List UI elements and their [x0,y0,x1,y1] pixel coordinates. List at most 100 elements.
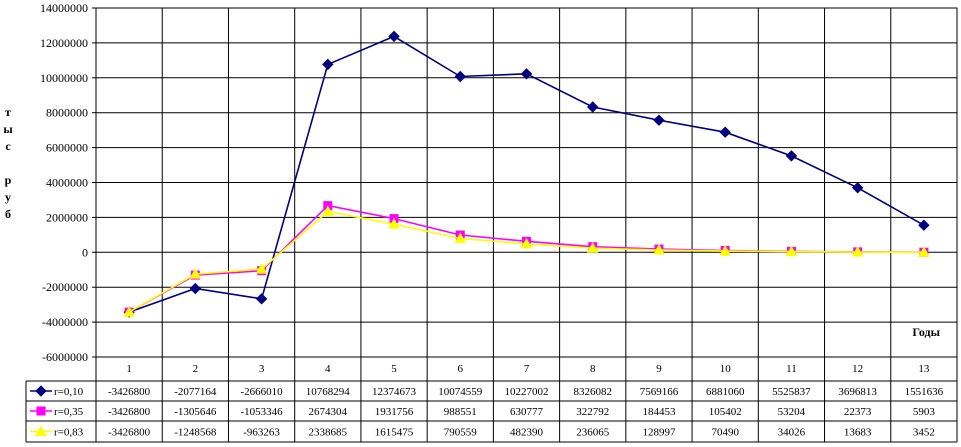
table-cell: 53204 [778,406,806,418]
y-axis-title-letter: р [5,173,12,187]
table-cell: 10227002 [505,386,549,398]
y-axis-title-letter: ы [3,122,13,136]
x-tick-label: 4 [325,363,331,375]
marker-triangle [123,306,135,317]
marker-diamond [918,219,930,231]
y-axis-title-letter: б [5,207,11,221]
table-cell: 6881060 [706,386,745,398]
x-tick-label: 5 [391,363,397,375]
table-cell: 2674304 [309,406,348,418]
marker-triangle [454,232,467,244]
table-cell: -1248568 [174,427,217,439]
marker-diamond [388,30,400,43]
table-cell: 790559 [444,427,478,439]
marker-diamond [255,293,268,305]
x-tick-label: 10 [720,363,732,375]
y-tick-label: 0 [82,245,88,259]
marker-diamond [785,150,798,162]
legend-label: r=0,83 [54,427,84,439]
table-cell: 1931756 [375,406,414,418]
table-cell: 2338685 [309,427,348,439]
table-cell: 10074559 [438,386,483,398]
table-cell: 5903 [913,406,936,418]
y-axis-title: тыс руб [3,105,13,221]
marker-triangle [520,237,533,249]
marker-diamond [719,126,731,138]
marker-square [36,406,46,416]
marker-diamond [189,282,202,295]
data-table: 1 2 3 4 5 6 7 8 9 10 11 12 13r=0,10 -3426800 -2077164-… [25,356,957,443]
series-lines [123,30,930,318]
marker-diamond [454,70,466,83]
marker-triangle [851,246,864,257]
y-tick-label: 14000000 [40,1,88,15]
table-cell: -3426800 [108,406,151,418]
table-cell: 630777 [510,406,544,418]
marker-diamond [520,68,533,80]
table-cell: 8326082 [573,386,612,398]
y-tick-label: 4000000 [46,176,88,190]
table-cell: -2666010 [240,386,283,398]
y-axis-title-letter: с [5,139,11,153]
table-cell: 1615475 [375,427,414,439]
table-cell: 988551 [444,406,477,418]
marker-triangle [321,205,334,216]
table-cell: 10768294 [306,386,351,398]
table-cell: 105402 [709,406,742,418]
x-tick-label: 3 [259,363,265,375]
marker-diamond [851,182,864,194]
table-cell: 322792 [576,406,609,418]
table-cell: 3452 [913,427,935,439]
table-cell: 7569166 [640,386,679,398]
legend-label: r=0,35 [54,406,84,418]
x-tick-label: 8 [590,363,596,375]
marker-triangle [35,425,47,436]
marker-triangle [918,246,930,257]
x-tick-label: 1 [126,363,132,375]
x-tick-label: 9 [656,363,662,375]
table-cell: 1551636 [905,386,944,398]
table-cell: 70490 [711,427,739,439]
table-cell: 13683 [844,427,872,439]
y-axis-title-letter: т [5,105,11,119]
y-tick-label: 2000000 [46,210,88,224]
table-cell: -3426800 [108,427,151,439]
table-cell: 22373 [844,406,872,418]
y-tick-label: 10000000 [40,71,88,85]
table-cell: -1305646 [174,406,217,418]
table-cell: 482390 [510,427,544,439]
marker-triangle [255,263,268,274]
y-tick-label: 8000000 [46,106,88,120]
x-tick-label: 13 [918,363,930,375]
y-axis-title-letter: у [5,190,11,204]
table-cell: 184453 [642,406,676,418]
x-tick-label: 11 [786,363,797,375]
marker-diamond [653,114,665,126]
x-axis-title: Годы [912,325,940,339]
table-cell: -1053346 [240,406,283,418]
marker-triangle [785,245,798,257]
table-cell: -963263 [243,427,280,439]
table-cell: 3696813 [838,386,877,398]
marker-diamond [35,385,47,397]
y-tick-label: -6000000 [42,350,88,364]
table-cell: 5525837 [772,386,811,398]
y-tick-label: 12000000 [40,36,88,50]
legend-label: r=0,10 [54,386,84,398]
x-tick-label: 2 [193,363,199,375]
y-tick-label: -4000000 [42,315,88,329]
marker-triangle [388,218,400,229]
table-cell: 128997 [642,427,676,439]
marker-triangle [586,242,599,253]
marker-triangle [189,268,202,279]
x-tick-label: 7 [524,363,530,375]
marker-diamond [322,58,334,71]
marker-diamond [587,101,599,113]
marker-triangle [719,245,732,256]
table-cell: -3426800 [108,386,151,398]
table-cell: 236065 [576,427,610,439]
x-tick-label: 12 [852,363,863,375]
table-cell: 34026 [778,427,806,439]
y-axis: 14000000 12000000 10000000 8000000 6000000 40… [40,1,96,364]
marker-triangle [653,244,665,255]
